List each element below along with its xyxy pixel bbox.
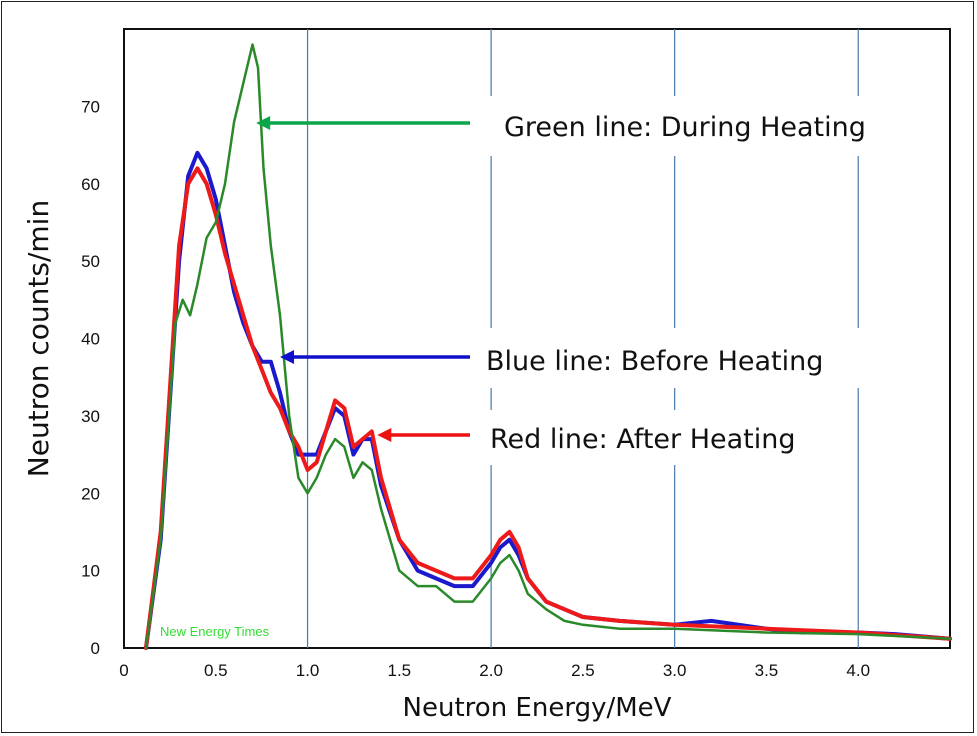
x-tick-label: 2.5	[571, 661, 595, 680]
x-tick-label: 1.5	[388, 661, 412, 680]
annotation-arrow-head	[256, 116, 271, 130]
y-tick-label: 50	[81, 252, 100, 271]
series-layer	[144, 43, 952, 650]
y-tick-label: 70	[81, 97, 100, 116]
watermark-text: New Energy Times	[160, 624, 270, 639]
x-tick-label: 3.0	[663, 661, 687, 680]
annotation-label: Red line: After Heating	[490, 424, 796, 455]
y-tick-label: 0	[91, 639, 100, 658]
series-line-2	[144, 43, 952, 650]
y-tick-label: 20	[81, 484, 100, 503]
y-tick-labels: 0 10 20 30 40 50 60 70	[81, 97, 100, 658]
x-axis-label: Neutron Energy/MeV	[403, 693, 672, 723]
x-tick-label: 3.5	[755, 661, 779, 680]
y-tick-label: 30	[81, 407, 100, 426]
series-line-1	[144, 166, 952, 650]
annotation-arrow-head	[280, 350, 295, 364]
x-tick-label: 0.5	[204, 661, 228, 680]
annotation-label: Green line: During Heating	[504, 112, 866, 143]
x-tick-label: 0	[119, 661, 128, 680]
annotation-arrow-head	[377, 428, 392, 442]
annotation-label: Blue line: Before Heating	[486, 346, 823, 377]
x-tick-label: 2.0	[479, 661, 503, 680]
annotation-box	[470, 410, 830, 465]
y-tick-label: 10	[81, 562, 100, 581]
x-tick-label: 1.0	[296, 661, 320, 680]
annotation-box	[470, 96, 890, 156]
x-tick-label: 4.0	[846, 661, 870, 680]
x-tick-labels: 0 0.5 1.0 1.5 2.0 2.5 3.0 3.5 4.0	[119, 661, 870, 680]
y-tick-label: 40	[81, 330, 100, 349]
annotations: Green line: During Heating Blue line: Bef…	[256, 96, 890, 465]
y-axis-label: Neutron counts/min	[22, 200, 55, 477]
y-tick-label: 60	[81, 175, 100, 194]
annotation-box	[470, 328, 865, 388]
